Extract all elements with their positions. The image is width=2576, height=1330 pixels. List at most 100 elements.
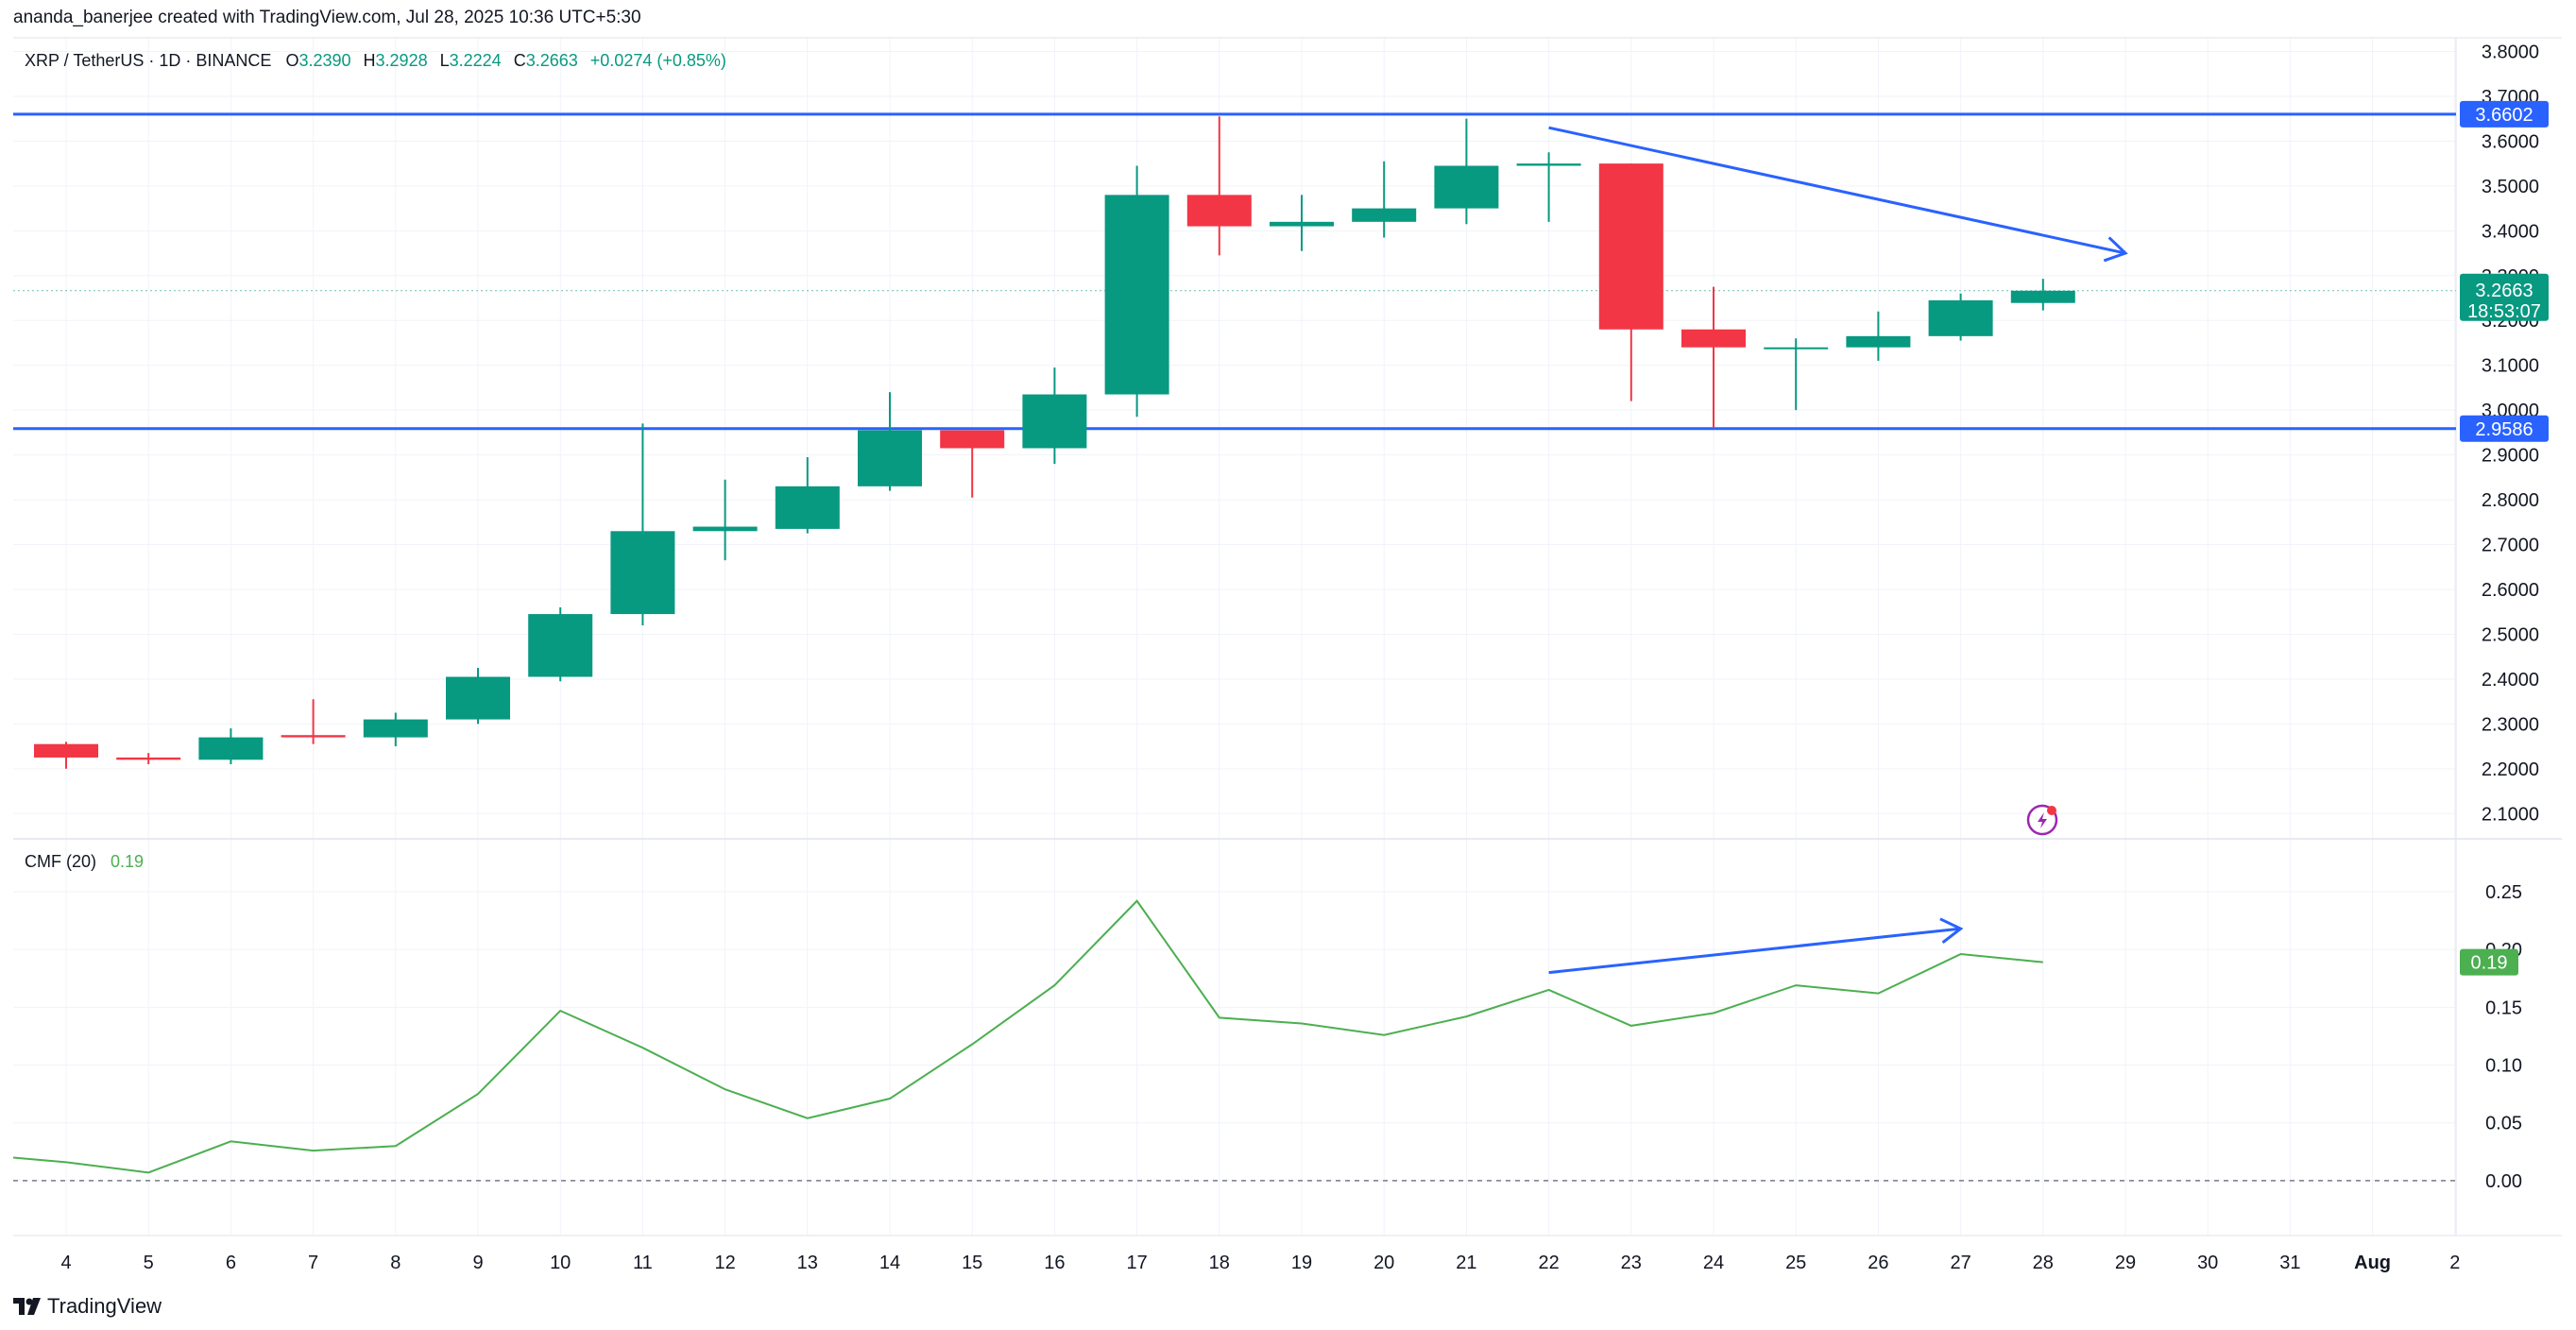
candle-up	[528, 614, 593, 677]
trendlines	[1548, 126, 2128, 975]
legend-high-label: H	[364, 51, 376, 70]
cmf-value: 0.19	[111, 852, 144, 871]
price-tick-label: 2.8000	[2482, 490, 2539, 511]
time-tick-label: 8	[390, 1253, 401, 1273]
time-tick-label: 27	[1950, 1253, 1970, 1273]
price-tick-label: 3.6000	[2482, 131, 2539, 152]
time-tick-label: 7	[308, 1253, 318, 1273]
tradingview-logo[interactable]: TradingView	[13, 1294, 162, 1319]
candles	[34, 116, 2075, 769]
time-tick-label: 18	[1209, 1253, 1230, 1273]
candle-down	[1186, 195, 1252, 227]
tradingview-logo-icon	[13, 1298, 41, 1315]
cmf-title: CMF (20)	[25, 852, 96, 871]
price-tick-label: 2.5000	[2482, 624, 2539, 645]
cmf-legend: CMF (20) 0.19	[25, 852, 144, 871]
time-tick-label: 30	[2197, 1253, 2218, 1273]
legend-low-label: L	[440, 51, 450, 70]
price-trendline-arrow	[1548, 126, 2126, 255]
time-tick-label: 13	[797, 1253, 818, 1273]
time-tick-label: 16	[1044, 1253, 1065, 1273]
time-tick-label: 29	[2115, 1253, 2136, 1273]
lightning-icon[interactable]	[2026, 804, 2058, 836]
legend-symbol: XRP / TetherUS · 1D · BINANCE	[25, 51, 271, 70]
candle-up	[1434, 165, 1499, 209]
time-tick-label: 28	[2033, 1253, 2054, 1273]
time-tick-label: 14	[879, 1253, 900, 1273]
candle-up	[198, 737, 264, 760]
price-tick-label: 3.8000	[2482, 42, 2539, 62]
time-tick-label: 22	[1538, 1253, 1559, 1273]
last-price-badge-bg	[2460, 273, 2549, 321]
pane-separators	[13, 37, 2562, 1236]
candle-up	[363, 719, 428, 738]
time-axis: 4 5 6 7 8 9 10 11 12 13 14 15 16 17 18 19 20 21 22 23 24 25 26…	[60, 1253, 2460, 1273]
legend-close: 3.2663	[526, 51, 578, 70]
candle-up	[1516, 163, 1581, 166]
time-tick-label: 15	[962, 1253, 982, 1273]
cmf-tick-label: 0.15	[2485, 998, 2522, 1018]
candle-down	[34, 743, 98, 758]
cmf-axis: 0.250.200.150.100.050.00	[2485, 882, 2522, 1192]
legend-line: XRP / TetherUS · 1D · BINANCE O3.2390 H3…	[25, 51, 726, 70]
price-tick-label: 3.5000	[2482, 177, 2539, 197]
cmf-value-badge-bg	[2460, 948, 2518, 976]
time-tick-label: 6	[226, 1253, 236, 1273]
time-tick-label: 21	[1456, 1253, 1476, 1273]
cmf-line	[12, 899, 2043, 1174]
cmf-trendline-arrow-arrowhead	[1939, 917, 1964, 944]
horizontal-levels	[13, 112, 2456, 431]
time-tick-label: 26	[1868, 1253, 1888, 1273]
support-badge-bg	[2460, 415, 2549, 442]
price-tick-label: 3.4000	[2482, 221, 2539, 242]
price-tick-label: 2.9000	[2482, 446, 2539, 467]
candle-up	[1928, 299, 1993, 336]
time-tick-label: 20	[1373, 1253, 1394, 1273]
time-tick-label: 23	[1621, 1253, 1642, 1273]
time-tick-label: 31	[2279, 1253, 2300, 1273]
time-tick-label: 25	[1785, 1253, 1806, 1273]
price-tick-label: 2.1000	[2482, 804, 2539, 825]
legend-low: 3.2224	[450, 51, 502, 70]
candle-up	[692, 526, 758, 532]
candle-up	[1270, 221, 1334, 227]
resistance-badge-bg	[2460, 100, 2549, 128]
price-trendline-arrow-arrowhead	[2103, 236, 2128, 263]
candle-up	[1352, 208, 1417, 222]
brand-name: TradingView	[47, 1294, 162, 1318]
time-tick-label: Aug	[2354, 1253, 2391, 1273]
candle-up	[858, 430, 922, 486]
time-tick-label: 11	[633, 1253, 653, 1273]
candle-up	[446, 676, 510, 720]
cmf-tick-label: 0.05	[2485, 1114, 2522, 1134]
candle-up	[775, 486, 840, 529]
price-tick-label: 3.1000	[2482, 356, 2539, 377]
time-tick-label: 9	[472, 1253, 483, 1273]
price-tick-label: 2.3000	[2482, 714, 2539, 735]
cmf-pane	[12, 899, 2456, 1182]
time-tick-label: 2	[2449, 1253, 2460, 1273]
candle-up	[2010, 290, 2075, 303]
time-tick-label: 12	[714, 1253, 735, 1273]
candle-down	[1598, 163, 1663, 330]
price-tick-label: 2.7000	[2482, 536, 2539, 556]
candle-down	[1681, 329, 1746, 348]
candle-up	[610, 531, 675, 615]
resistance-badge: 3.6602	[2475, 105, 2533, 126]
time-tick-label: 5	[144, 1253, 154, 1273]
candle-up	[1846, 335, 1911, 348]
support-badge: 2.9586	[2475, 419, 2533, 440]
cmf-tick-label: 0.10	[2485, 1056, 2522, 1077]
candle-down	[116, 757, 181, 760]
price-tick-label: 2.6000	[2482, 580, 2539, 601]
legend-close-label: C	[514, 51, 526, 70]
cmf-tick-label: 0.00	[2485, 1171, 2522, 1192]
candle-up	[1022, 394, 1087, 449]
time-tick-label: 24	[1703, 1253, 1724, 1273]
cmf-tick-label: 0.25	[2485, 882, 2522, 903]
cmf-trendline-arrow	[1548, 927, 1961, 975]
candle-down	[281, 735, 346, 738]
time-tick-label: 4	[60, 1253, 71, 1273]
